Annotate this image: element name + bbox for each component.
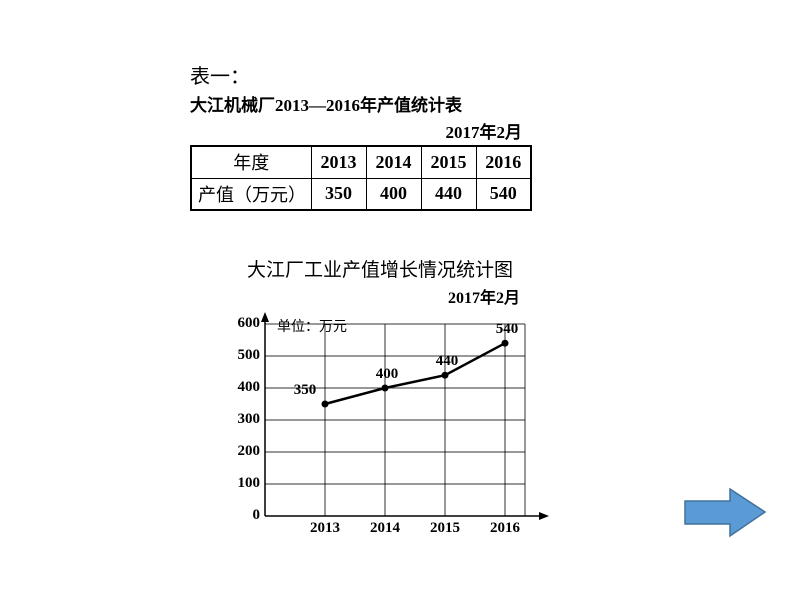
data-point-label: 540 [485,321,529,338]
x-tick-label: 2013 [300,520,350,537]
chart-area: 0 100 200 300 400 500 600 2013 2014 2015 2016 单位：万元… [210,312,550,572]
table-date: 2017年2月 [190,118,532,143]
table-row: 年度 2013 2014 2015 2016 [191,146,531,178]
row-header-year: 年度 [191,146,311,178]
data-table: 年度 2013 2014 2015 2016 产值（万元） 350 400 44… [190,145,532,211]
unit-label: 单位：万元 [277,316,347,336]
data-point-label: 400 [365,366,409,383]
x-tick-label: 2015 [420,520,470,537]
year-cell: 2013 [311,146,366,178]
row-header-value: 产值（万元） [191,178,311,210]
arrow-right-icon [680,485,770,540]
chart-section: 大江厂工业产值增长情况统计图 2017年2月 0 100 200 300 400 500 6… [210,255,550,572]
value-cell: 540 [476,178,531,210]
next-arrow[interactable] [680,485,770,545]
x-tick-label: 2014 [360,520,410,537]
data-point-label: 350 [283,382,327,399]
table-row: 产值（万元） 350 400 440 540 [191,178,531,210]
chart-date: 2017年2月 [210,284,550,308]
value-cell: 400 [366,178,421,210]
value-cell: 440 [421,178,476,210]
chart-svg [210,312,550,552]
table-section: 表一： 大江机械厂2013—2016年产值统计表 2017年2月 年度 2013… [190,60,532,211]
data-point-label: 440 [425,353,469,370]
year-cell: 2016 [476,146,531,178]
y-tick-label: 500 [220,347,260,364]
y-tick-label: 300 [220,411,260,428]
y-tick-label: 400 [220,379,260,396]
y-tick-label: 600 [220,315,260,332]
year-cell: 2015 [421,146,476,178]
value-cell: 350 [311,178,366,210]
year-cell: 2014 [366,146,421,178]
y-tick-label: 0 [220,507,260,524]
x-tick-label: 2016 [480,520,530,537]
y-tick-label: 100 [220,475,260,492]
chart-title: 大江厂工业产值增长情况统计图 [210,255,550,282]
y-tick-label: 200 [220,443,260,460]
table-title: 大江机械厂2013—2016年产值统计表 [190,91,532,116]
table-heading: 表一： [190,60,532,89]
